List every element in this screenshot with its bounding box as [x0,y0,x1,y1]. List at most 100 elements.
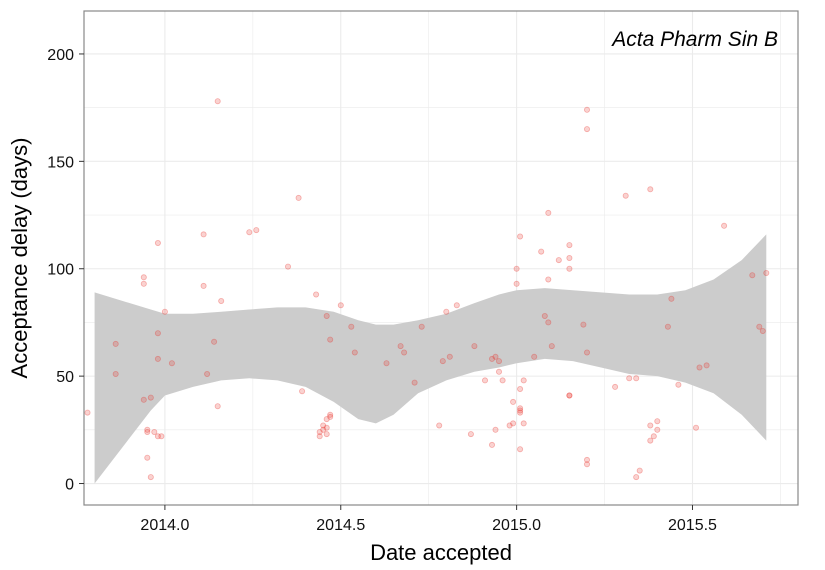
data-point [401,349,408,356]
data-point [520,377,527,384]
data-point [383,360,390,367]
data-point [327,336,334,343]
x-axis-ticks: 2014.0 2014.5 2015.0 2015.5 [140,505,717,534]
y-tick-label: 200 [47,47,74,64]
data-point [566,265,573,272]
data-point [84,409,91,416]
x-tick-label: 2014.0 [140,517,189,534]
data-point [467,431,474,438]
data-point [584,349,591,356]
data-point [584,126,591,133]
chart-annotation: Acta Pharm Sin B [610,28,778,51]
data-point [161,308,168,315]
data-point [313,291,320,298]
data-point [436,422,443,429]
plot-panel [84,11,798,505]
data-point [584,456,591,463]
data-point [545,276,552,283]
data-point [636,467,643,474]
data-point [200,231,207,238]
data-point [520,420,527,427]
data-point [513,280,520,287]
data-point [147,394,154,401]
data-point [112,340,119,347]
data-point [323,424,330,431]
data-point [495,358,502,365]
data-point [510,420,517,427]
data-point [200,282,207,289]
data-point [443,308,450,315]
data-point [418,323,425,330]
data-point [351,349,358,356]
data-point [488,441,495,448]
data-point [218,297,225,304]
data-point [284,263,291,270]
y-axis-ticks: 0 50 100 150 200 [47,47,84,494]
data-point [548,343,555,350]
data-point [517,233,524,240]
data-point [517,407,524,414]
x-tick-label: 2015.0 [492,517,541,534]
data-point [140,274,147,281]
data-point [654,426,661,433]
data-point [541,312,548,319]
data-point [144,428,151,435]
data-point [566,242,573,249]
data-point [112,370,119,377]
data-point [517,409,524,416]
data-point [721,222,728,229]
data-point [749,272,756,279]
data-point [492,426,499,433]
data-point [647,437,654,444]
data-point [517,385,524,392]
data-point [517,405,524,412]
data-point [510,398,517,405]
data-point [566,392,573,399]
data-point [337,302,344,309]
data-point [654,418,661,425]
data-point [140,280,147,287]
data-point [538,248,545,255]
data-point [517,446,524,453]
data-point [693,424,700,431]
data-point [668,295,675,302]
data-point [506,422,513,429]
data-point [584,106,591,113]
data-point [647,422,654,429]
data-point [545,319,552,326]
smooth-confidence-band [94,234,767,484]
data-point [397,343,404,350]
data-point [204,370,211,377]
data-point [675,381,682,388]
data-point [158,433,165,440]
y-tick-label: 0 [65,477,74,494]
data-point [439,358,446,365]
data-point [545,209,552,216]
data-point [299,388,306,395]
data-point [214,403,221,410]
data-point [499,377,506,384]
data-point [495,368,502,375]
data-point [471,343,478,350]
data-points [84,98,770,481]
data-point [154,355,161,362]
data-point [555,257,562,264]
x-tick-label: 2015.5 [668,517,717,534]
y-tick-label: 150 [47,154,74,171]
data-point [214,98,221,105]
data-point [488,355,495,362]
data-point [633,474,640,481]
data-point [144,454,151,461]
data-point [320,426,327,433]
y-axis-title: Acceptance delay (days) [7,138,32,379]
data-point [633,375,640,382]
data-point [323,431,330,438]
data-point [323,312,330,319]
data-point [211,338,218,345]
data-point [696,364,703,371]
data-point [481,377,488,384]
data-point [348,323,355,330]
data-point [253,227,260,234]
data-point [756,323,763,330]
data-point [411,379,418,386]
